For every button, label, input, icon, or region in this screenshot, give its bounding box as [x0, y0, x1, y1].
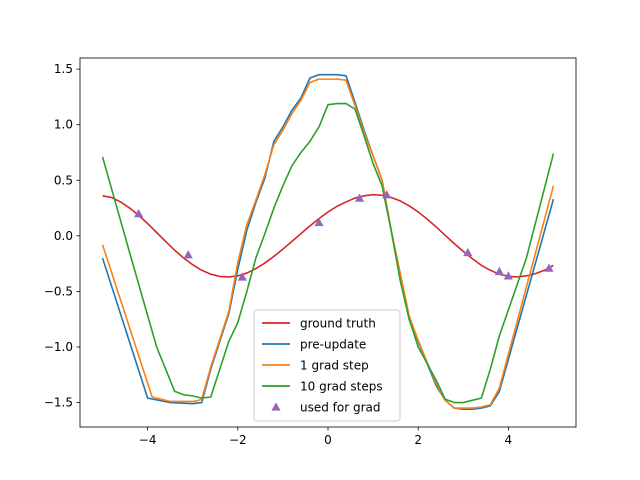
scatter-point: [544, 263, 554, 272]
legend: ground truth pre-update 1 grad step 10 grad…: [253, 309, 401, 422]
x-tick-label: 4: [505, 433, 513, 447]
axes: −4 −2 0 2 4 −1.5 −1.0 −0.5 0.0 0.5 1.0 1.5: [44, 57, 577, 447]
scatter-point: [503, 271, 513, 280]
legend-label-pre-update: pre-update: [300, 338, 366, 352]
scatter-point: [463, 247, 473, 257]
legend-label-10-grad-steps: 10 grad steps: [300, 380, 383, 394]
plot-area: [101, 73, 555, 411]
legend-swatch-used-for-grad: [271, 402, 281, 411]
y-tick-label: 0.5: [54, 173, 73, 187]
x-tick-label: −2: [229, 433, 247, 447]
scatter-point: [134, 209, 144, 218]
y-tick-label: 1.5: [54, 62, 73, 76]
scatter-point: [237, 272, 247, 281]
x-tick-label: 2: [414, 433, 422, 447]
legend-label-1-grad-step: 1 grad step: [300, 359, 369, 373]
legend-box: [253, 309, 401, 422]
scatter-point: [494, 266, 504, 276]
y-tick-label: 0.0: [54, 229, 73, 243]
series-line-1-grad-step: [101, 78, 555, 409]
y-tick-label: −0.5: [44, 284, 73, 298]
series-line-ground-truth: [102, 193, 554, 278]
legend-label-used-for-grad: used for grad: [300, 401, 381, 415]
x-tick-label: −4: [139, 433, 157, 447]
y-tick-label: 1.0: [54, 118, 73, 132]
series-line-10-grad-steps: [101, 102, 555, 404]
legend-label-ground-truth: ground truth: [300, 317, 376, 331]
scatter-point: [183, 250, 193, 259]
y-tick-label: −1.5: [44, 396, 73, 410]
y-tick-label: −1.0: [44, 340, 73, 354]
scatter-point: [382, 190, 392, 199]
x-tick-label: 0: [324, 433, 332, 447]
scatter-point: [314, 217, 324, 227]
scatter-point: [354, 193, 365, 202]
